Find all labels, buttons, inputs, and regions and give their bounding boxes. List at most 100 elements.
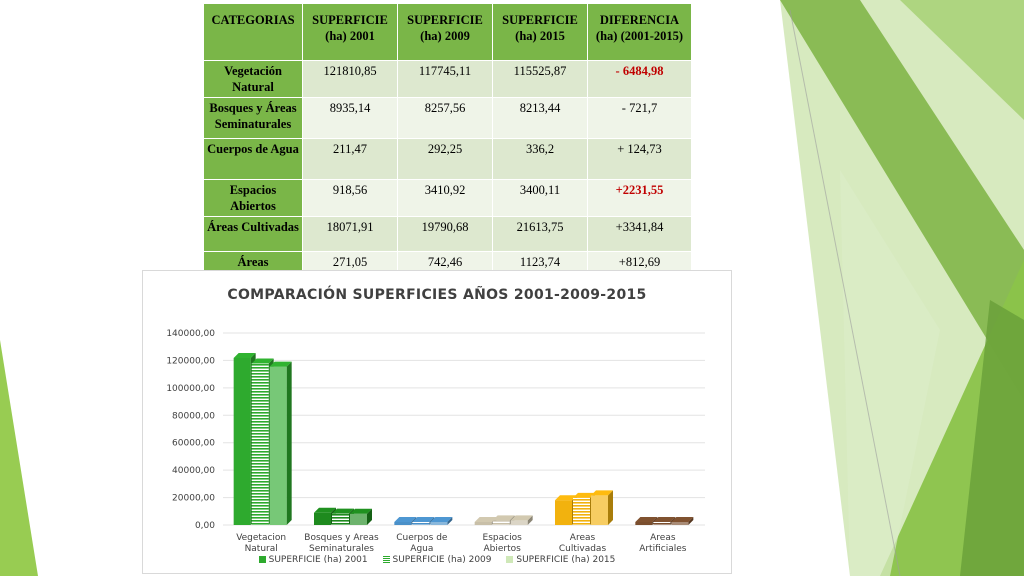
bar-front xyxy=(430,522,448,525)
legend-item-2015: SUPERFICIE (ha) 2015 xyxy=(506,555,615,565)
x-category-label: Cuerpos de xyxy=(396,533,448,543)
bar-top xyxy=(510,515,533,521)
bar-top xyxy=(412,517,435,522)
x-category-label: Areas xyxy=(650,533,676,543)
cell-2015: 21613,75 xyxy=(492,216,588,252)
bar-side xyxy=(286,361,292,525)
table-row: Espacios Abiertos 918,56 3410,92 3400,11… xyxy=(203,179,692,217)
bar-2-2 xyxy=(430,517,453,525)
bar-front xyxy=(653,522,671,525)
legend-swatch-2001 xyxy=(258,556,266,563)
bar-top xyxy=(573,492,595,498)
y-tick-label: 0,00 xyxy=(195,521,215,531)
x-category-label: Natural xyxy=(245,544,278,554)
bar-front xyxy=(251,363,269,525)
legend-swatch-2009 xyxy=(382,556,390,563)
header-categorias: CATEGORIAS xyxy=(203,3,303,61)
cell-2001: 211,47 xyxy=(302,138,398,180)
cell-2015: 8213,44 xyxy=(492,97,588,139)
legend-item-2009: SUPERFICIE (ha) 2009 xyxy=(382,555,492,565)
x-category-label: Agua xyxy=(410,544,433,554)
row-category: Cuerpos de Agua xyxy=(203,138,303,180)
bar-top xyxy=(653,517,676,522)
row-category: Áreas Cultivadas xyxy=(203,216,303,252)
bar-side xyxy=(527,515,533,525)
bar-front xyxy=(269,366,287,525)
y-tick-label: 140000,00 xyxy=(166,329,215,339)
header-diferencia: DIFERENCIA (ha) (2001-2015) xyxy=(587,3,692,61)
bar-front xyxy=(394,522,412,525)
bar-top xyxy=(635,517,658,522)
cell-diferencia: - 721,7 xyxy=(587,97,692,139)
chart-legend: SUPERFICIE (ha) 2001 SUPERFICIE (ha) 200… xyxy=(143,555,731,565)
cell-diferencia: - 6484,98 xyxy=(587,60,692,98)
superficie-table: CATEGORIAS SUPERFICIE (ha) 2001 SUPERFIC… xyxy=(203,3,692,289)
legend-item-2001: SUPERFICIE (ha) 2001 xyxy=(258,555,368,565)
cell-diferencia: + 124,73 xyxy=(587,138,692,180)
legend-swatch-2015 xyxy=(506,556,514,563)
legend-label: SUPERFICIE (ha) 2009 xyxy=(392,555,492,565)
bar-front xyxy=(332,513,349,525)
bar-top xyxy=(332,508,354,514)
cell-2001: 8935,14 xyxy=(302,97,398,139)
bar-1-2 xyxy=(350,508,372,525)
cell-2001: 18071,91 xyxy=(302,216,398,252)
cell-2001: 121810,85 xyxy=(302,60,398,98)
cell-2015: 3400,11 xyxy=(492,179,588,217)
table-row: Bosques y Áreas Seminaturales 8935,14 82… xyxy=(203,97,692,139)
bar-front xyxy=(233,357,251,525)
y-tick-label: 100000,00 xyxy=(166,384,215,394)
bar-top xyxy=(591,490,613,496)
bar-top xyxy=(314,507,336,513)
x-category-label: Artificiales xyxy=(639,544,687,554)
bar-top xyxy=(251,358,274,364)
cell-diferencia: +2231,55 xyxy=(587,179,692,217)
bar-side xyxy=(447,517,453,525)
bar-front xyxy=(412,522,430,525)
x-category-label: Espacios xyxy=(483,533,523,543)
table-row: Cuerpos de Agua 211,47 292,25 336,2 + 12… xyxy=(203,138,692,180)
y-tick-label: 20000,00 xyxy=(172,494,215,504)
row-category: Bosques y Áreas Seminaturales xyxy=(203,97,303,139)
y-tick-label: 120000,00 xyxy=(166,356,215,366)
bar-top xyxy=(671,517,694,522)
chart-title: COMPARACIÓN SUPERFICIES AÑOS 2001-2009-2… xyxy=(227,287,647,303)
legend-label: SUPERFICIE (ha) 2015 xyxy=(516,555,616,565)
header-superficie-2001: SUPERFICIE (ha) 2001 xyxy=(302,3,398,61)
cell-2009: 8257,56 xyxy=(397,97,493,139)
bar-4-2 xyxy=(591,490,613,525)
bar-top xyxy=(350,508,372,514)
bar-top xyxy=(269,361,292,367)
bar-top xyxy=(233,352,256,358)
header-superficie-2009: SUPERFICIE (ha) 2009 xyxy=(397,3,493,61)
table-row: Áreas Cultivadas 18071,91 19790,68 21613… xyxy=(203,216,692,252)
bar-front xyxy=(573,497,590,525)
cell-2001: 918,56 xyxy=(302,179,398,217)
table-row: Vegetación Natural 121810,85 117745,11 1… xyxy=(203,60,692,98)
bar-front xyxy=(591,495,608,525)
bar-front xyxy=(474,522,492,525)
bar-top xyxy=(474,517,497,522)
bar-3-2 xyxy=(510,515,533,525)
bar-front xyxy=(671,522,689,525)
cell-2009: 292,25 xyxy=(397,138,493,180)
header-superficie-2015: SUPERFICIE (ha) 2015 xyxy=(492,3,588,61)
row-category: Espacios Abiertos xyxy=(203,179,303,217)
y-tick-label: 40000,00 xyxy=(172,466,215,476)
bar-top xyxy=(394,517,417,522)
cell-2009: 19790,68 xyxy=(397,216,493,252)
cell-2009: 3410,92 xyxy=(397,179,493,217)
bar-front xyxy=(510,520,528,525)
y-tick-label: 80000,00 xyxy=(172,411,215,421)
bar-0-2 xyxy=(269,361,292,525)
bar-front xyxy=(635,522,653,525)
bar-front xyxy=(492,520,510,525)
bar-top xyxy=(430,517,453,522)
x-category-label: Seminaturales xyxy=(309,544,374,554)
bar-5-2 xyxy=(671,517,694,525)
legend-label: SUPERFICIE (ha) 2001 xyxy=(268,555,368,565)
row-category: Vegetación Natural xyxy=(203,60,303,98)
cell-2015: 336,2 xyxy=(492,138,588,180)
cell-diferencia: +3341,84 xyxy=(587,216,692,252)
